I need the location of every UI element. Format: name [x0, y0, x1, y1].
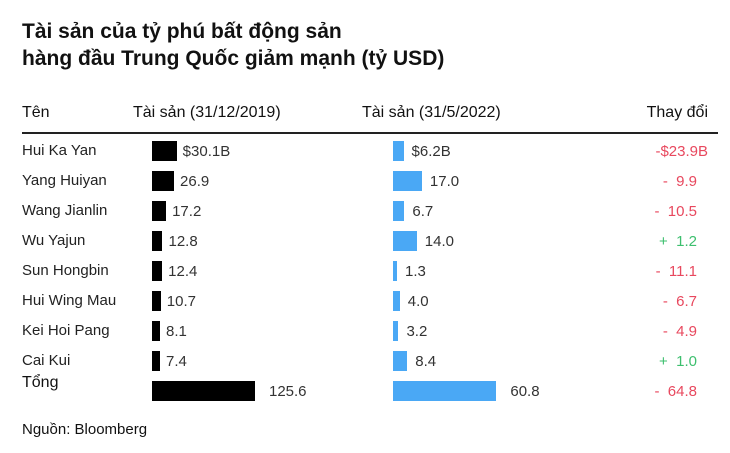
- value-2019: 26.9: [180, 173, 210, 190]
- chart-title-line-2: hàng đầu Trung Quốc giảm mạnh (tỷ USD): [22, 47, 445, 70]
- bar-2022: [393, 141, 404, 161]
- bar-2022: [393, 231, 417, 251]
- row-name: Wang Jianlin: [22, 202, 108, 219]
- change-value: - 11.1: [655, 263, 697, 280]
- change-value: + 1.0: [659, 353, 697, 370]
- value-2019: 7.4: [166, 353, 187, 370]
- change-value: - 6.7: [662, 293, 697, 310]
- header-2022: Tài sản (31/5/2022): [362, 104, 501, 121]
- value-2022: 3.2: [406, 323, 428, 340]
- value-2019: 17.2: [172, 203, 202, 220]
- change-value: + 1.2: [659, 233, 697, 250]
- value-2022: 6.7: [412, 203, 434, 220]
- row-name: Hui Ka Yan: [22, 142, 97, 159]
- bar-2019: [152, 381, 255, 401]
- value-2019: 125.6: [268, 383, 307, 400]
- change-value: - 9.9: [662, 173, 697, 190]
- value-2019: 10.7: [166, 293, 196, 310]
- value-2019: $30.1B: [182, 143, 231, 160]
- row-name: Sun Hongbin: [22, 262, 109, 279]
- bar-2019: [152, 261, 163, 281]
- bar-2019: [152, 141, 177, 161]
- row-name: Hui Wing Mau: [22, 292, 117, 309]
- header-change: Thay đổi: [646, 104, 708, 121]
- total-label: Tổng: [22, 374, 59, 391]
- value-2022: 8.4: [415, 353, 437, 370]
- value-2019: 12.4: [168, 263, 198, 280]
- change-value: - 4.9: [662, 323, 697, 340]
- bar-2022: [393, 261, 397, 281]
- bar-2022: [393, 171, 422, 191]
- bar-2022: [393, 351, 408, 371]
- bar-2022: [393, 291, 400, 311]
- value-2019: 8.1: [166, 323, 187, 340]
- change-value: -$23.9B: [655, 143, 708, 160]
- value-2022: 4.0: [407, 293, 429, 310]
- bar-2019: [152, 171, 175, 191]
- bar-2022: [393, 381, 497, 401]
- change-value: - 10.5: [654, 203, 697, 220]
- bar-2019: [152, 201, 167, 221]
- change-value: - 64.8: [654, 383, 697, 400]
- row-name: Yang Huiyan: [22, 172, 107, 189]
- bar-2019: [152, 291, 161, 311]
- bar-2019: [152, 351, 160, 371]
- bar-2022: [393, 201, 405, 221]
- bar-2022: [393, 321, 399, 341]
- row-name: Wu Yajun: [22, 232, 86, 249]
- source-note: Nguồn: Bloomberg: [22, 421, 148, 438]
- row-name: Kei Hoi Pang: [22, 322, 110, 339]
- value-2022: 60.8: [510, 383, 540, 400]
- value-2022: 14.0: [424, 233, 454, 250]
- bar-2019: [152, 321, 160, 341]
- value-2022: 17.0: [429, 173, 460, 190]
- header-2019: Tài sản (31/12/2019): [133, 104, 281, 121]
- bar-2019: [152, 231, 163, 251]
- value-2022: 1.3: [405, 263, 426, 280]
- header-divider: [22, 132, 718, 134]
- value-2019: 12.8: [168, 233, 198, 250]
- row-name: Cai Kui: [22, 352, 71, 369]
- chart-title-line-1: Tài sản của tỷ phú bất động sản: [22, 20, 342, 43]
- header-name: Tên: [22, 104, 50, 121]
- value-2022: $6.2B: [411, 143, 451, 160]
